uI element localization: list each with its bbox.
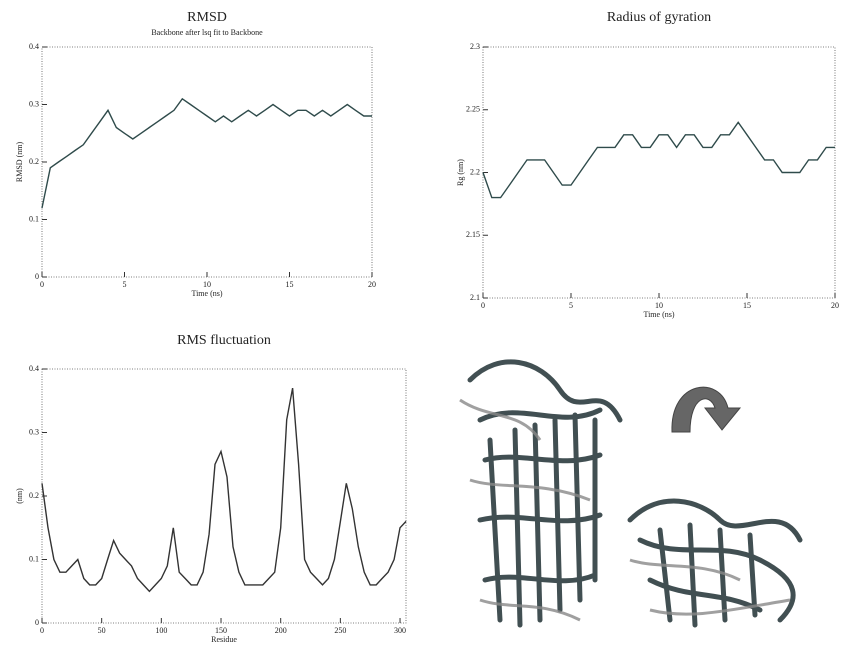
chart-title: Radius of gyration	[607, 10, 711, 25]
x-tick-label: 200	[275, 626, 287, 635]
chart-subtitle: Backbone after lsq fit to Backbone	[151, 28, 263, 37]
x-tick-label: 15	[743, 301, 751, 310]
y-tick-label: 0.2	[29, 491, 39, 500]
y-tick-label: 0.2	[29, 157, 39, 166]
y-tick-label: 0	[35, 618, 39, 627]
y-axis-label: (nm)	[15, 488, 24, 504]
figure: RMSD Backbone after lsq fit to Backbone 0 5…	[0, 0, 846, 645]
y-tick-label: 0.1	[29, 214, 39, 223]
y-tick-label: 0.4	[29, 42, 39, 51]
y-tick-label: 2.25	[466, 105, 480, 114]
x-tick-label: 5	[569, 301, 573, 310]
y-tick-label: 0.3	[29, 99, 39, 108]
y-tick-label: 2.3	[470, 42, 480, 51]
data-line	[42, 388, 406, 591]
x-tick-label: 15	[286, 280, 294, 289]
x-axis-label: Residue	[211, 635, 237, 644]
protein-illustration	[460, 362, 800, 625]
y-tick-label: 0	[35, 272, 39, 281]
x-tick-label: 0	[40, 280, 44, 289]
y-axis-label: Rg (nm)	[456, 159, 465, 186]
y-axis-label: RMSD (nm)	[15, 142, 24, 183]
x-tick-label: 20	[831, 301, 839, 310]
chart-title: RMSD	[187, 10, 227, 25]
x-tick-label: 10	[203, 280, 211, 289]
x-axis-label: Time (ns)	[191, 289, 222, 298]
data-line	[483, 122, 835, 197]
x-tick-label: 150	[215, 626, 227, 635]
x-tick-label: 250	[334, 626, 346, 635]
x-tick-label: 5	[123, 280, 127, 289]
y-tick-label: 0.3	[29, 427, 39, 436]
x-tick-label: 50	[98, 626, 106, 635]
data-line	[42, 99, 372, 208]
y-tick-label: 2.2	[470, 167, 480, 176]
x-tick-label: 20	[368, 280, 376, 289]
x-axis-label: Time (ns)	[643, 310, 674, 319]
y-tick-label: 0.1	[29, 554, 39, 563]
y-tick-label: 0.4	[29, 364, 39, 373]
x-tick-label: 0	[40, 626, 44, 635]
x-tick-label: 100	[155, 626, 167, 635]
page: RMSD Backbone after lsq fit to Backbone 0 5…	[0, 0, 846, 645]
x-tick-label: 300	[394, 626, 406, 635]
y-tick-label: 2.1	[470, 293, 480, 302]
plot-frame	[42, 47, 372, 277]
chart-title: RMS fluctuation	[177, 333, 271, 348]
x-tick-label: 0	[481, 301, 485, 310]
y-tick-label: 2.15	[466, 230, 480, 239]
x-tick-label: 10	[655, 301, 663, 310]
